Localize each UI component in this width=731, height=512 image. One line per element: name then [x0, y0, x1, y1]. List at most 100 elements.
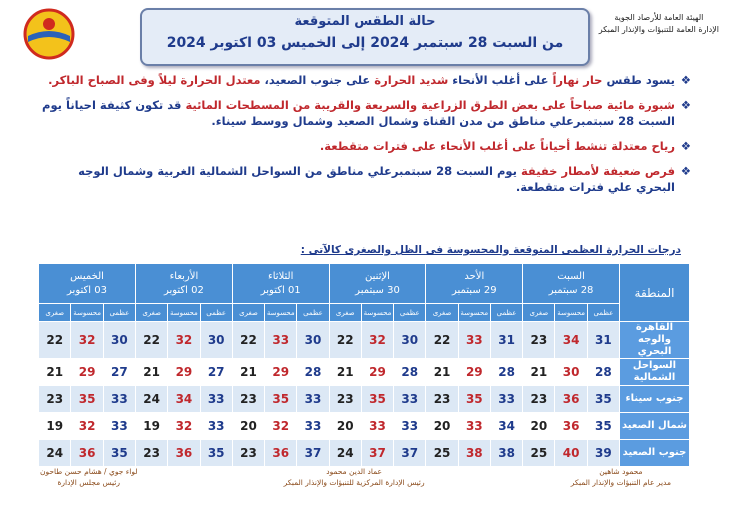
temperature: 32	[360, 321, 395, 359]
sub-header: صغرى	[135, 303, 169, 322]
temperature: 23	[135, 439, 169, 467]
signature-role: رئيس الإدارة المركزية للتنبؤات والإنذار …	[283, 478, 425, 487]
temperature: 34	[554, 321, 588, 359]
temperature: 29	[70, 358, 104, 386]
temperature: 33	[296, 412, 330, 440]
temperature: 33	[296, 385, 330, 413]
temperature: 29	[167, 358, 201, 386]
temperature: 27	[102, 358, 137, 386]
temperature: 33	[393, 385, 427, 413]
temperature: 21	[37, 358, 72, 386]
temperature: 33	[393, 412, 427, 440]
temperature: 35	[70, 385, 104, 413]
temperature: 35	[360, 385, 395, 413]
temperature: 21	[425, 358, 459, 386]
temperature: 24	[328, 439, 362, 467]
bullet-text: شبورة مائية صباحاً على بعض الطرق الزراعي…	[181, 98, 675, 112]
temperature: 32	[70, 321, 104, 359]
sub-header: عظمى	[393, 303, 427, 322]
temperature: 30	[554, 358, 588, 386]
temperature: 37	[360, 439, 395, 467]
temperature: 21	[135, 358, 169, 386]
bullet-text: قد تكون كثيفة احياناً يوم السبت 28 سبتمب…	[42, 98, 675, 128]
temperature: 33	[102, 412, 137, 440]
sub-header: صغرى	[231, 303, 266, 322]
sub-header: صغرى	[328, 303, 362, 322]
temperature: 35	[586, 385, 621, 413]
bullet: رياح معتدلة تنشط أحياناً على أغلب الأنحا…	[40, 138, 691, 154]
temperature: 20	[522, 412, 556, 440]
region: جنوب الصعيد	[619, 439, 690, 467]
sub-header: محسوسة	[167, 303, 201, 322]
day-name: السبت	[557, 270, 585, 282]
temperature: 32	[167, 412, 201, 440]
temperature: 33	[264, 321, 298, 359]
temperature: 33	[457, 412, 491, 440]
day-header: الإثنين 30 سبتمبر	[328, 263, 427, 304]
temperature: 28	[586, 358, 621, 386]
org-line: الإدارة العامة للتنبؤات والإنذار المبكر	[598, 25, 719, 34]
temperature: 30	[102, 321, 137, 359]
sub-header: محسوسة	[554, 303, 588, 322]
temperature-table: المنطقة السبت 28 سبتمبر الأحد 29 سبتمبر الإثن…	[37, 263, 690, 467]
region: شمال الصعيد	[619, 412, 690, 440]
data-row: القاهرة والوجه البحري 31 34 23 31 33 22 30 32 22 3…	[37, 321, 690, 359]
day-date: 30 سبتمبر	[355, 284, 400, 296]
day-name: الأربعاء	[169, 270, 199, 282]
signature-name: محمود شاهين	[599, 467, 643, 476]
day-date: 01 اكتوبر	[260, 284, 301, 296]
bullet-text: معتدل الحرارة ليلاً وفى الصباح الباكر.	[48, 73, 261, 87]
title-box: حالة الطقس المتوقعة من السبت 28 سبتمبر 2…	[140, 8, 590, 66]
bullet-text: يوم السبت 28 سبتمبرعلي مناطق من السواحل …	[78, 164, 675, 194]
temperature: 31	[586, 321, 621, 359]
sub-header: صغرى	[37, 303, 72, 322]
signature: لواء جوي / هشام حسن طاحون رئيس مجلس الإدا…	[40, 466, 137, 488]
temperature: 23	[425, 385, 459, 413]
sub-header: صغرى	[522, 303, 556, 322]
signature: عماد الدين محمود رئيس الإدارة المركزية لل…	[284, 466, 425, 488]
temperature: 23	[37, 385, 72, 413]
day-header: الثلاثاء 01 اكتوبر	[231, 263, 330, 304]
temperature: 28	[296, 358, 330, 386]
data-row: شمال الصعيد 35 36 20 34 33 20 33 33 20 33 32 20 33 32 1…	[37, 412, 690, 440]
sub-header: عظمى	[296, 303, 330, 322]
temperature: 24	[135, 385, 169, 413]
signatures: محمود شاهين مدير عام التنبؤات والإنذار ال…	[40, 466, 671, 488]
sub-header: محسوسة	[360, 303, 395, 322]
region: السواحل الشمالية	[619, 358, 690, 386]
temperature: 36	[167, 439, 201, 467]
temperature: 30	[296, 321, 330, 359]
temperature: 33	[360, 412, 395, 440]
temperature: 23	[522, 321, 556, 359]
day-header: الأحد 29 سبتمبر	[425, 263, 524, 304]
org-line: الهيئة العامة للأرصاد الجوية	[614, 13, 704, 22]
bullets: يسود طقس حار نهاراً على أغلب الأنحاء شدي…	[40, 72, 691, 204]
temperature: 25	[522, 439, 556, 467]
temperature: 33	[457, 321, 491, 359]
temperature: 20	[328, 412, 362, 440]
sub-header-row: عظمى محسوسة صغرى عظمى محسوسة صغرى عظمى محسوسة صغ…	[37, 303, 690, 322]
temperature: 37	[393, 439, 427, 467]
temperature: 22	[135, 321, 169, 359]
temperature: 40	[554, 439, 588, 467]
day-date: 29 سبتمبر	[451, 284, 497, 296]
day-name: الأحد	[464, 270, 485, 282]
bullet-text: يسود طقس	[602, 73, 675, 87]
temperature: 33	[102, 385, 137, 413]
temperature: 23	[231, 385, 266, 413]
temperature: 21	[328, 358, 362, 386]
sub-header: محسوسة	[457, 303, 491, 322]
temperature: 21	[522, 358, 556, 386]
day-header: السبت 28 سبتمبر	[522, 263, 620, 304]
day-date: 02 اكتوبر	[163, 284, 204, 296]
temperature: 35	[264, 385, 298, 413]
signature-name: عماد الدين محمود	[326, 467, 382, 476]
temperature: 32	[167, 321, 201, 359]
temperature: 23	[231, 439, 266, 467]
temperature: 22	[231, 321, 266, 359]
temperature: 37	[296, 439, 330, 467]
temperature: 38	[457, 439, 491, 467]
signature-role: مدير عام التنبؤات والإنذار المبكر	[570, 478, 671, 487]
temperature: 20	[425, 412, 459, 440]
